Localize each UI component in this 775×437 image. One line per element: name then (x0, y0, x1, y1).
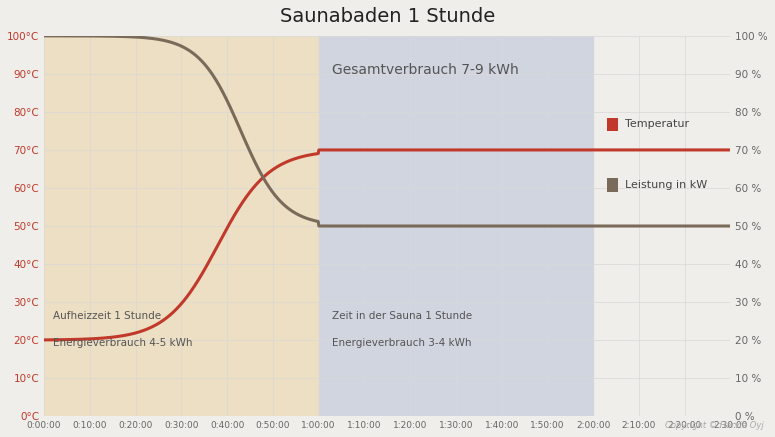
Text: Zeit in der Sauna 1 Stunde: Zeit in der Sauna 1 Stunde (332, 311, 473, 321)
Text: Aufheizzeit 1 Stunde: Aufheizzeit 1 Stunde (53, 311, 161, 321)
Bar (44, 36, 319, 416)
Bar (607, 118, 618, 131)
Bar (607, 178, 618, 192)
Text: Energieverbrauch 4-5 kWh: Energieverbrauch 4-5 kWh (53, 338, 193, 348)
Title: Saunabaden 1 Stunde: Saunabaden 1 Stunde (280, 7, 495, 26)
Text: Gesamtverbrauch 7-9 kWh: Gesamtverbrauch 7-9 kWh (332, 63, 519, 77)
Text: Copyright © Harvia Oyj: Copyright © Harvia Oyj (665, 421, 763, 430)
Text: Leistung in kW: Leistung in kW (625, 180, 708, 190)
Text: Energieverbrauch 3-4 kWh: Energieverbrauch 3-4 kWh (332, 338, 472, 348)
Text: Temperatur: Temperatur (625, 119, 689, 129)
Bar (319, 36, 593, 416)
